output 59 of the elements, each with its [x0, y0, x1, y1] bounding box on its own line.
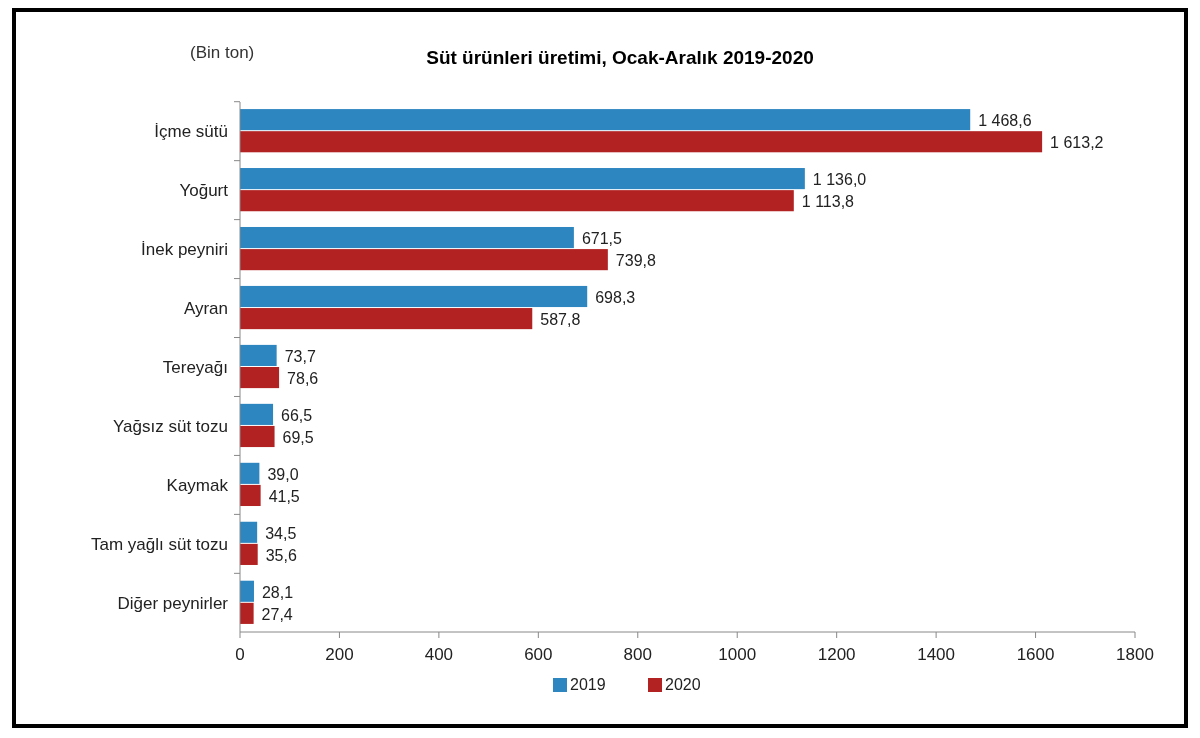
- x-tick-label: 1000: [718, 645, 757, 664]
- data-label: 34,5: [265, 524, 297, 542]
- y-tick-label: Ayran: [183, 299, 228, 319]
- y-tick-label: Kaymak: [166, 475, 229, 495]
- bar: [240, 285, 588, 308]
- bar: [240, 344, 277, 366]
- bar: [240, 462, 260, 484]
- bar: [240, 484, 261, 507]
- y-tick-label: Tam yağlı süt tozu: [90, 534, 228, 554]
- y-tick-label: Diğer peynirler: [117, 593, 229, 613]
- data-label: 73,7: [284, 347, 316, 365]
- x-tick-label: 1800: [1116, 645, 1154, 664]
- data-label: 698,3: [595, 288, 636, 306]
- legend-label: 2020: [665, 676, 701, 693]
- data-label: 69,5: [282, 429, 314, 447]
- y-tick-label: İçme sütü: [154, 122, 228, 142]
- x-tick-label: 1200: [817, 645, 856, 664]
- bar: [240, 403, 274, 425]
- data-label: 1 136,0: [812, 171, 867, 189]
- bar: [240, 131, 1043, 153]
- data-label: 39,0: [267, 465, 299, 483]
- x-tick-label: 400: [424, 645, 454, 664]
- bar: [240, 543, 258, 565]
- x-tick-label: 200: [325, 645, 354, 664]
- bar: [240, 521, 258, 543]
- data-label: 28,1: [261, 583, 294, 601]
- bar: [240, 168, 805, 190]
- x-tick-label: 0: [235, 645, 245, 664]
- bar: [240, 308, 533, 330]
- y-tick-label: Yağsız süt tozu: [113, 416, 228, 436]
- bar: [240, 425, 275, 448]
- data-label: 1 113,8: [801, 193, 855, 211]
- legend-label: 2019: [570, 676, 606, 693]
- data-label: 671,5: [581, 230, 623, 248]
- bar: [240, 109, 971, 131]
- data-label: 739,8: [615, 252, 656, 270]
- x-tick-label: 1600: [1016, 645, 1055, 664]
- bar: [240, 226, 574, 249]
- x-tick-label: 800: [623, 645, 652, 664]
- y-tick-label: Yoğurt: [179, 181, 229, 201]
- y-tick-label: Tereyağı: [162, 358, 228, 377]
- data-label: 41,5: [268, 487, 300, 505]
- bar: [240, 190, 794, 212]
- data-label: 66,5: [281, 406, 313, 424]
- text: (Bin ton): [190, 43, 255, 62]
- x-tick-label: 1400: [917, 645, 956, 664]
- data-label: 587,8: [540, 311, 581, 329]
- data-label: 27,4: [261, 605, 293, 623]
- data-label: 1 468,6: [978, 112, 1032, 130]
- y-tick-label: İnek peyniri: [141, 240, 228, 260]
- bar: [240, 602, 254, 624]
- data-label: 35,6: [265, 546, 297, 564]
- bar: [240, 249, 608, 271]
- data-label: 1 613,2: [1050, 134, 1104, 152]
- x-tick-label: 600: [524, 645, 553, 664]
- bar: [240, 367, 280, 389]
- data-label: 78,6: [287, 370, 319, 388]
- bar: [240, 580, 254, 602]
- chart-title: Süt ürünleri üretimi, Ocak-Aralık 2019-2020: [426, 47, 814, 68]
